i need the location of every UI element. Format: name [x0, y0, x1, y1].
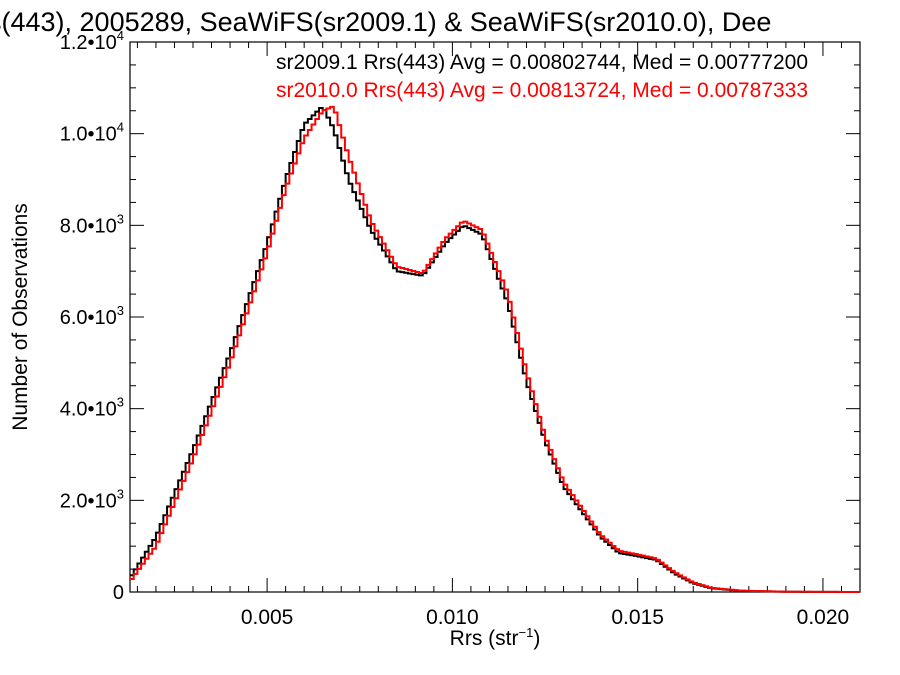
legend-entry-sr2010: sr2010.0 Rrs(443) Avg = 0.00813724, Med …	[276, 79, 808, 102]
y-tick-labels: 0 2.0•103 4.0•103 6.0•103 8.0•103 1.0•104 1.2•…	[60, 28, 124, 604]
y-tick-label: 6.0•103	[60, 303, 124, 329]
y-tick-label: 2.0•103	[60, 486, 124, 512]
series-line-0	[130, 107, 860, 593]
series-layer	[130, 105, 860, 593]
y-tick-label: 8.0•103	[60, 211, 124, 237]
y-axis-label: Number of Observations	[9, 203, 32, 431]
x-tick-label: 0.005	[241, 606, 294, 629]
y-tick-label: 0	[113, 582, 124, 604]
series-line-1	[130, 105, 860, 593]
x-tick-label: 0.010	[426, 606, 479, 629]
x-tick-label: 0.020	[797, 606, 850, 629]
x-axis-label: Rrs (str−1)	[450, 625, 541, 650]
chart-title: s(443), 2005289, SeaWiFS(sr2009.1) & Sea…	[0, 7, 771, 37]
x-tick-label: 0.015	[611, 606, 664, 629]
y-tick-label: 1.0•104	[60, 120, 124, 146]
legend-entry-sr2009: sr2009.1 Rrs(443) Avg = 0.00802744, Med …	[276, 51, 808, 74]
plot-frame	[129, 41, 861, 593]
y-tick-label: 4.0•103	[60, 395, 124, 421]
axis-ticks	[130, 41, 861, 593]
y-tick-label: 1.2•104	[60, 28, 124, 54]
x-tick-labels: 0.005 0.010 0.015 0.020	[241, 606, 849, 629]
